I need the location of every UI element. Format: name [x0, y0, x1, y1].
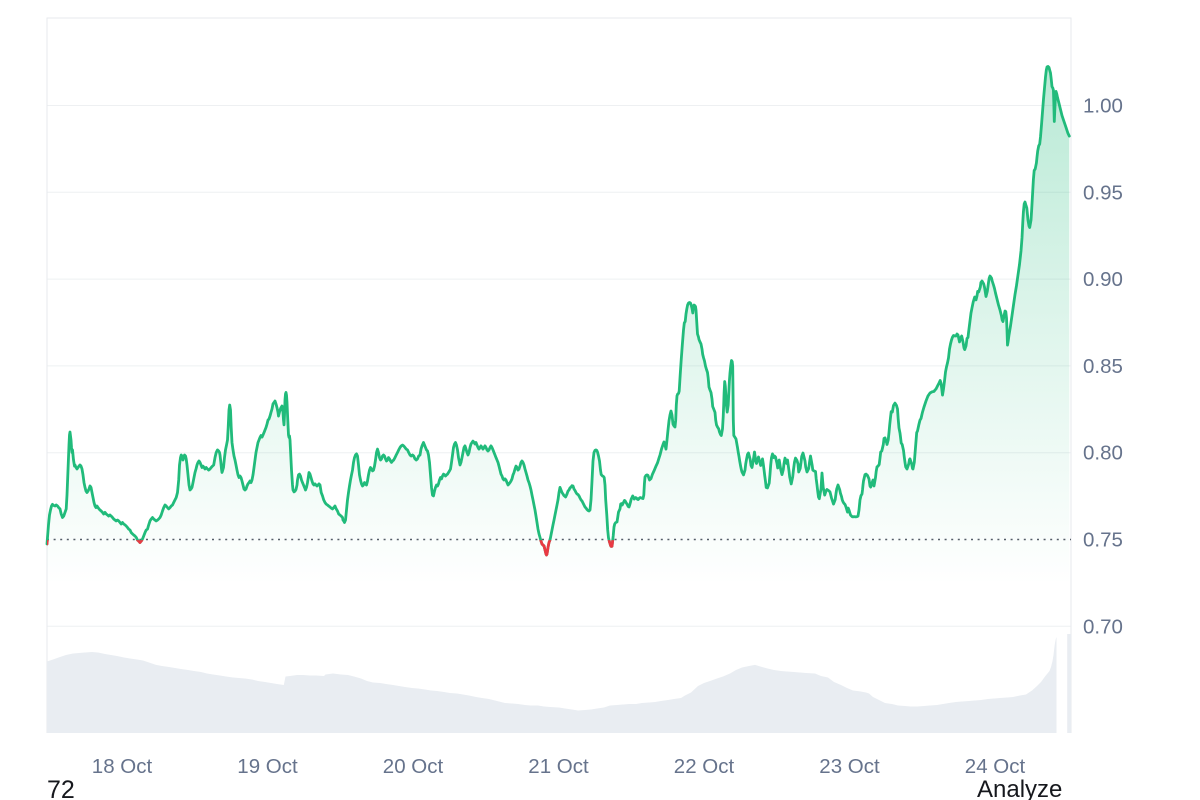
- x-axis-label-20-Oct: 20 Oct: [383, 755, 444, 778]
- x-axis-label-24-Oct: 24 Oct: [965, 755, 1026, 778]
- y-axis-label-0.85: 0.85: [1083, 355, 1123, 378]
- analyze-link[interactable]: Analyze: [977, 776, 1062, 800]
- y-axis-label-0.70: 0.70: [1083, 615, 1123, 638]
- y-axis-label-0.90: 0.90: [1083, 268, 1123, 291]
- y-axis-label-0.75: 0.75: [1083, 529, 1123, 552]
- plot-border: [46, 17, 1072, 733]
- x-axis-label-22-Oct: 22 Oct: [674, 755, 735, 778]
- volume-last-bar: [1067, 634, 1071, 733]
- x-axis-label-23-Oct: 23 Oct: [819, 755, 880, 778]
- x-axis-label-21-Oct: 21 Oct: [528, 755, 589, 778]
- sentiment-score: 72: [47, 776, 75, 800]
- price-area-fill: [47, 66, 1070, 627]
- y-axis-label-0.80: 0.80: [1083, 442, 1123, 465]
- x-axis-label-19-Oct: 19 Oct: [237, 755, 298, 778]
- y-axis-label-1.00: 1.00: [1083, 95, 1123, 118]
- y-axis-label-0.95: 0.95: [1083, 181, 1123, 204]
- x-axis-label-18-Oct: 18 Oct: [92, 755, 153, 778]
- price-line: [45, 65, 1071, 557]
- volume-area: [47, 637, 1057, 733]
